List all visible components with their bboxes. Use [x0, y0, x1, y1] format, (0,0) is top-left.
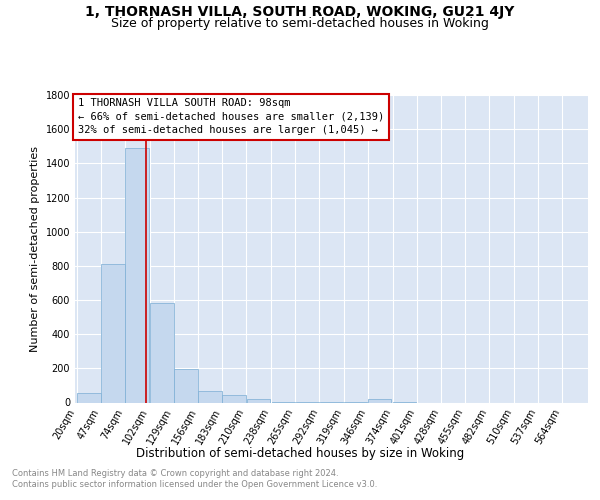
Bar — [77, 393, 101, 402]
Bar — [174, 369, 198, 402]
Text: 1, THORNASH VILLA, SOUTH ROAD, WOKING, GU21 4JY: 1, THORNASH VILLA, SOUTH ROAD, WOKING, G… — [85, 5, 515, 19]
Bar — [150, 304, 174, 402]
Text: Distribution of semi-detached houses by size in Woking: Distribution of semi-detached houses by … — [136, 448, 464, 460]
Bar — [125, 148, 149, 403]
Bar — [223, 395, 246, 402]
Text: 1 THORNASH VILLA SOUTH ROAD: 98sqm
← 66% of semi-detached houses are smaller (2,: 1 THORNASH VILLA SOUTH ROAD: 98sqm ← 66%… — [77, 98, 384, 135]
Bar — [101, 264, 125, 402]
Text: Contains public sector information licensed under the Open Government Licence v3: Contains public sector information licen… — [12, 480, 377, 489]
Bar — [368, 399, 391, 402]
Y-axis label: Number of semi-detached properties: Number of semi-detached properties — [30, 146, 40, 352]
Bar — [199, 392, 222, 402]
Text: Contains HM Land Registry data © Crown copyright and database right 2024.: Contains HM Land Registry data © Crown c… — [12, 469, 338, 478]
Text: Size of property relative to semi-detached houses in Woking: Size of property relative to semi-detach… — [111, 18, 489, 30]
Bar — [247, 399, 270, 402]
